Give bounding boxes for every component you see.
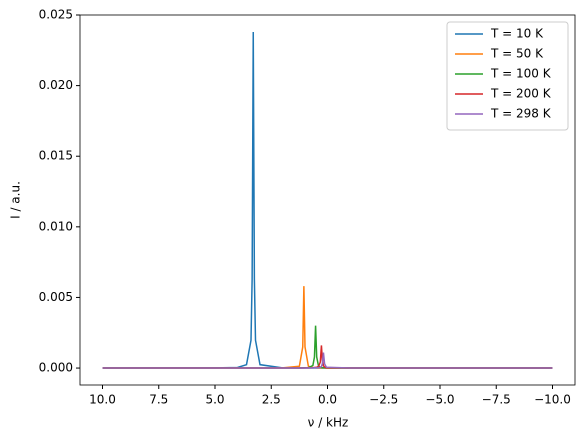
legend-label: T = 100 K [490,67,552,81]
x-tick-label: 0.0 [318,393,337,407]
x-tick-label: 5.0 [205,393,224,407]
legend-label: T = 200 K [490,87,552,101]
x-tick-label: 10.0 [89,393,116,407]
y-tick-label: 0.015 [39,149,73,163]
y-tick-label: 0.000 [39,361,73,375]
legend-box [446,21,569,131]
legend-label: T = 298 K [490,107,552,121]
y-tick-label: 0.025 [39,8,73,22]
legend-label: T = 50 K [490,47,544,61]
x-tick-label: −7.5 [482,393,511,407]
y-axis-label: I / a.u. [9,181,23,219]
x-tick-label: 2.5 [262,393,281,407]
series-line [102,345,553,369]
x-axis-label: ν / kHz [308,416,349,430]
series-line [102,352,553,369]
x-tick-label: −5.0 [425,393,454,407]
series-line [102,325,553,369]
y-tick-label: 0.010 [39,219,73,233]
series-line [102,286,553,369]
legend-label: T = 10 K [490,27,544,41]
x-tick-label: −2.5 [369,393,398,407]
plot-frame [79,14,576,386]
x-tick-label: 7.5 [149,393,168,407]
x-tick-label: −10.0 [534,393,571,407]
y-tick-label: 0.005 [39,290,73,304]
y-tick-label: 0.020 [39,78,73,92]
